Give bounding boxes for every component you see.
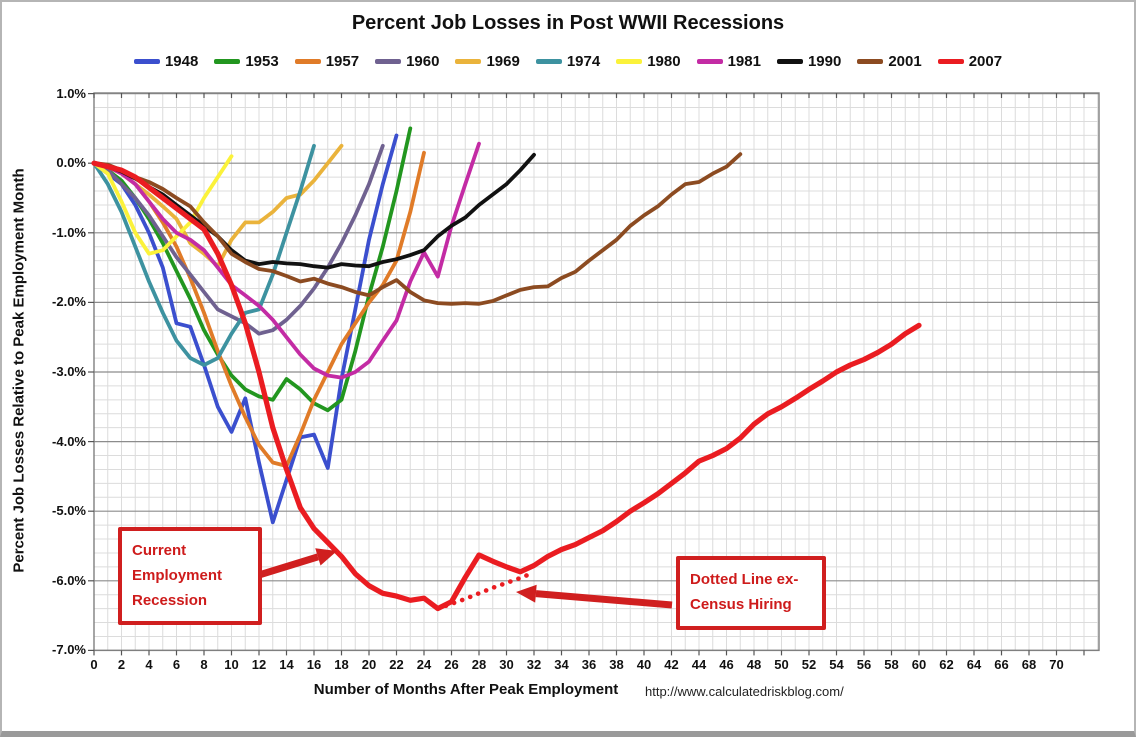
legend-swatch-1960: [375, 59, 402, 64]
x-tick-label: 66: [994, 657, 1009, 672]
legend-item-1969: 1969: [455, 53, 520, 70]
x-tick-label: 50: [774, 657, 789, 672]
series-line-2001: [92, 152, 743, 306]
legend-swatch-1948: [133, 59, 160, 64]
x-tick-label: 58: [884, 657, 899, 672]
legend-label-2007: 2007: [968, 53, 1003, 70]
y-tick-label: -2.0%: [52, 294, 86, 310]
x-tick-label: 52: [801, 657, 817, 672]
x-tick-label: 64: [966, 657, 982, 672]
x-tick-label: 38: [609, 657, 624, 672]
x-tick-label: 8: [200, 657, 208, 672]
y-tick-label: -1.0%: [52, 224, 86, 240]
y-tick-label: -5.0%: [52, 503, 86, 519]
y-tick-label: -7.0%: [52, 642, 86, 658]
x-tick-label: 42: [664, 657, 679, 672]
legend-label-1957: 1957: [325, 53, 360, 70]
x-tick-label: 12: [251, 657, 267, 672]
legend-item-1981: 1981: [696, 53, 761, 70]
legend-item-1960: 1960: [375, 53, 439, 70]
x-tick-label: 32: [526, 657, 542, 672]
legend-item-1990: 1990: [776, 53, 842, 70]
y-tick-label: 1.0%: [56, 85, 86, 101]
series-line-2007-ex-census: [435, 570, 537, 611]
legend-label-1980: 1980: [647, 53, 681, 70]
legend-swatch-1974: [535, 59, 562, 64]
x-tick-label: 18: [334, 657, 349, 672]
legend-item-1948: 1948: [133, 53, 199, 70]
series-line-2007: [91, 160, 922, 612]
series-line-1980: [92, 154, 234, 256]
legend-label-2001: 2001: [888, 53, 922, 70]
y-tick-label: -4.0%: [52, 433, 86, 449]
legend-item-1953: 1953: [214, 53, 279, 70]
x-tick-label: 16: [306, 657, 322, 672]
x-tick-label: 22: [389, 657, 404, 672]
legend-item-1957: 1957: [294, 53, 360, 70]
x-tick-label: 40: [636, 657, 652, 672]
legend-item-2001: 2001: [857, 53, 922, 70]
annotation-dotted-line-ex-census: Dotted Line ex-Census Hiring: [676, 556, 826, 630]
x-tick-label: 68: [1021, 657, 1037, 672]
x-tick-label: 48: [746, 657, 762, 672]
legend-swatch-2001: [857, 59, 884, 64]
series-line-1960: [92, 143, 385, 336]
y-tick-label: 0.0%: [56, 155, 86, 171]
series-line-1981: [92, 141, 481, 380]
x-axis-label: Number of Months After Peak Employment: [313, 681, 619, 698]
legend-swatch-1981: [696, 59, 723, 64]
legend-item-1974: 1974: [535, 53, 601, 70]
legend-label-1960: 1960: [406, 53, 440, 70]
x-tick-label: 36: [581, 657, 597, 672]
y-tick-label: -3.0%: [52, 364, 86, 379]
x-tick-label: 56: [856, 657, 872, 672]
legend-label-1969: 1969: [486, 53, 520, 70]
x-tick-label: 44: [691, 657, 707, 672]
x-tick-label: 46: [719, 657, 734, 672]
x-tick-label: 4: [145, 657, 153, 672]
annotation-arrow-shaft: [257, 553, 319, 579]
x-tick-label: 2: [117, 657, 126, 672]
annotation-arrow-shaft: [535, 590, 673, 609]
legend-swatch-1953: [214, 59, 241, 64]
x-tick-label: 26: [444, 657, 459, 672]
x-tick-label: 10: [224, 657, 239, 672]
legend-label-1953: 1953: [245, 53, 279, 70]
x-tick-label: 6: [172, 657, 181, 672]
series-line-1990: [92, 152, 536, 270]
legend-label-1974: 1974: [566, 53, 601, 70]
series-line-1948: [92, 133, 399, 525]
legend-swatch-1969: [455, 59, 482, 64]
x-tick-label: 24: [416, 657, 432, 672]
x-tick-label: 28: [471, 657, 487, 672]
x-tick-label: 70: [1049, 657, 1064, 672]
annotation-current-employment-recession: Current Employment Recession: [118, 527, 262, 626]
legend-swatch-2007: [937, 59, 964, 64]
legend-swatch-1990: [776, 59, 803, 64]
source-url-note: http://www.calculatedriskblog.com/: [645, 684, 844, 699]
legend-swatch-1957: [294, 59, 321, 64]
y-tick-label: -6.0%: [52, 572, 86, 588]
chart-legend: 1948 1953 1957 1960 1969 1974 1980 1981 1990 2001…: [60, 53, 1076, 70]
legend-item-2007: 2007: [937, 53, 1003, 70]
legend-label-1990: 1990: [807, 53, 842, 70]
x-tick-label: 60: [911, 657, 927, 672]
chart-title: Percent Job Losses in Post WWII Recessio…: [351, 12, 785, 34]
annotation-arrowhead: [516, 584, 537, 603]
legend-label-1981: 1981: [727, 53, 761, 70]
x-tick-label: 30: [499, 657, 514, 672]
x-tick-label: 14: [279, 657, 294, 672]
x-tick-label: 20: [361, 657, 377, 672]
legend-item-1980: 1980: [616, 53, 681, 70]
x-tick-label: 0: [90, 657, 98, 672]
x-tick-label: 54: [829, 657, 844, 672]
legend-swatch-1980: [616, 59, 643, 64]
annotation-arrowhead: [315, 548, 337, 566]
legend-label-1948: 1948: [164, 53, 199, 70]
x-tick-label: 34: [554, 657, 569, 672]
x-tick-label: 62: [939, 657, 954, 672]
